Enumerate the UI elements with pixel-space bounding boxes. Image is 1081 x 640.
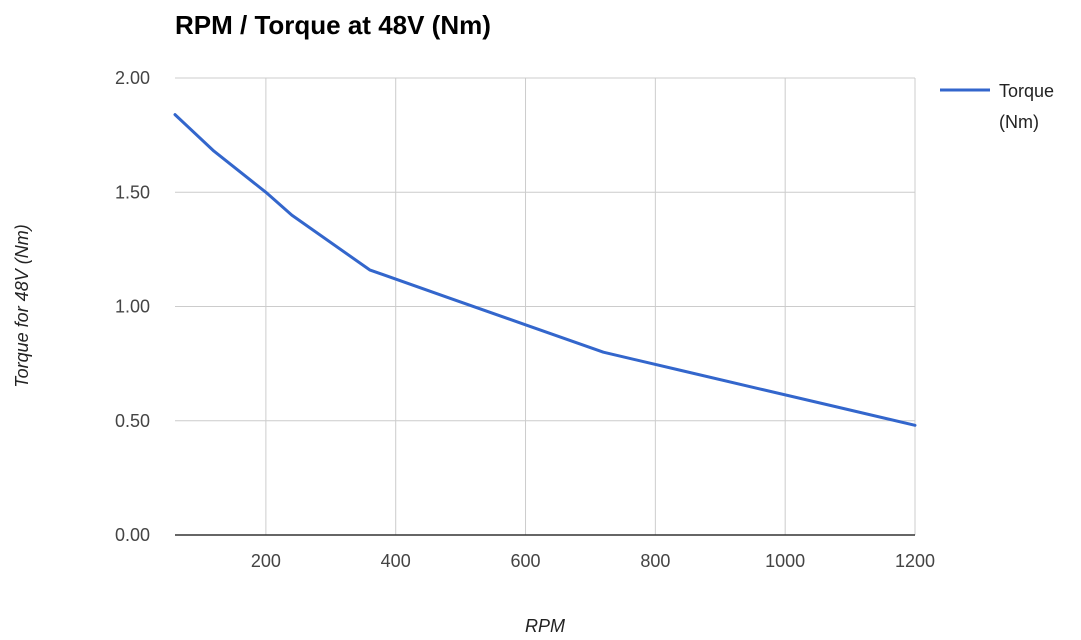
legend[interactable]: Torque (Nm)	[940, 81, 1054, 132]
x-tick-label: 1000	[765, 551, 805, 571]
x-tick-label: 400	[381, 551, 411, 571]
y-tick-label: 0.00	[115, 525, 150, 545]
x-tick-label: 600	[511, 551, 541, 571]
x-axis-title: RPM	[525, 616, 565, 636]
x-tick-label: 1200	[895, 551, 935, 571]
legend-label-torque-line-2: (Nm)	[999, 112, 1039, 132]
y-tick-label: 1.00	[115, 297, 150, 317]
x-tick-label: 800	[640, 551, 670, 571]
y-tick-label: 1.50	[115, 182, 150, 202]
x-tick-label: 200	[251, 551, 281, 571]
chart-title: RPM / Torque at 48V (Nm)	[175, 10, 491, 40]
y-tick-label: 2.00	[115, 68, 150, 88]
series-layer	[173, 113, 917, 427]
tick-labels: 0.00 0.50 1.00 1.50 2.00 200 400 600 800 1000 1200	[115, 68, 935, 571]
grid-lines	[175, 77, 916, 535]
y-tick-label: 0.50	[115, 411, 150, 431]
y-axis-title: Torque for 48V (Nm)	[12, 224, 32, 387]
legend-label-torque-line-1: Torque	[999, 81, 1054, 101]
series-line-torque[interactable]	[173, 113, 917, 427]
